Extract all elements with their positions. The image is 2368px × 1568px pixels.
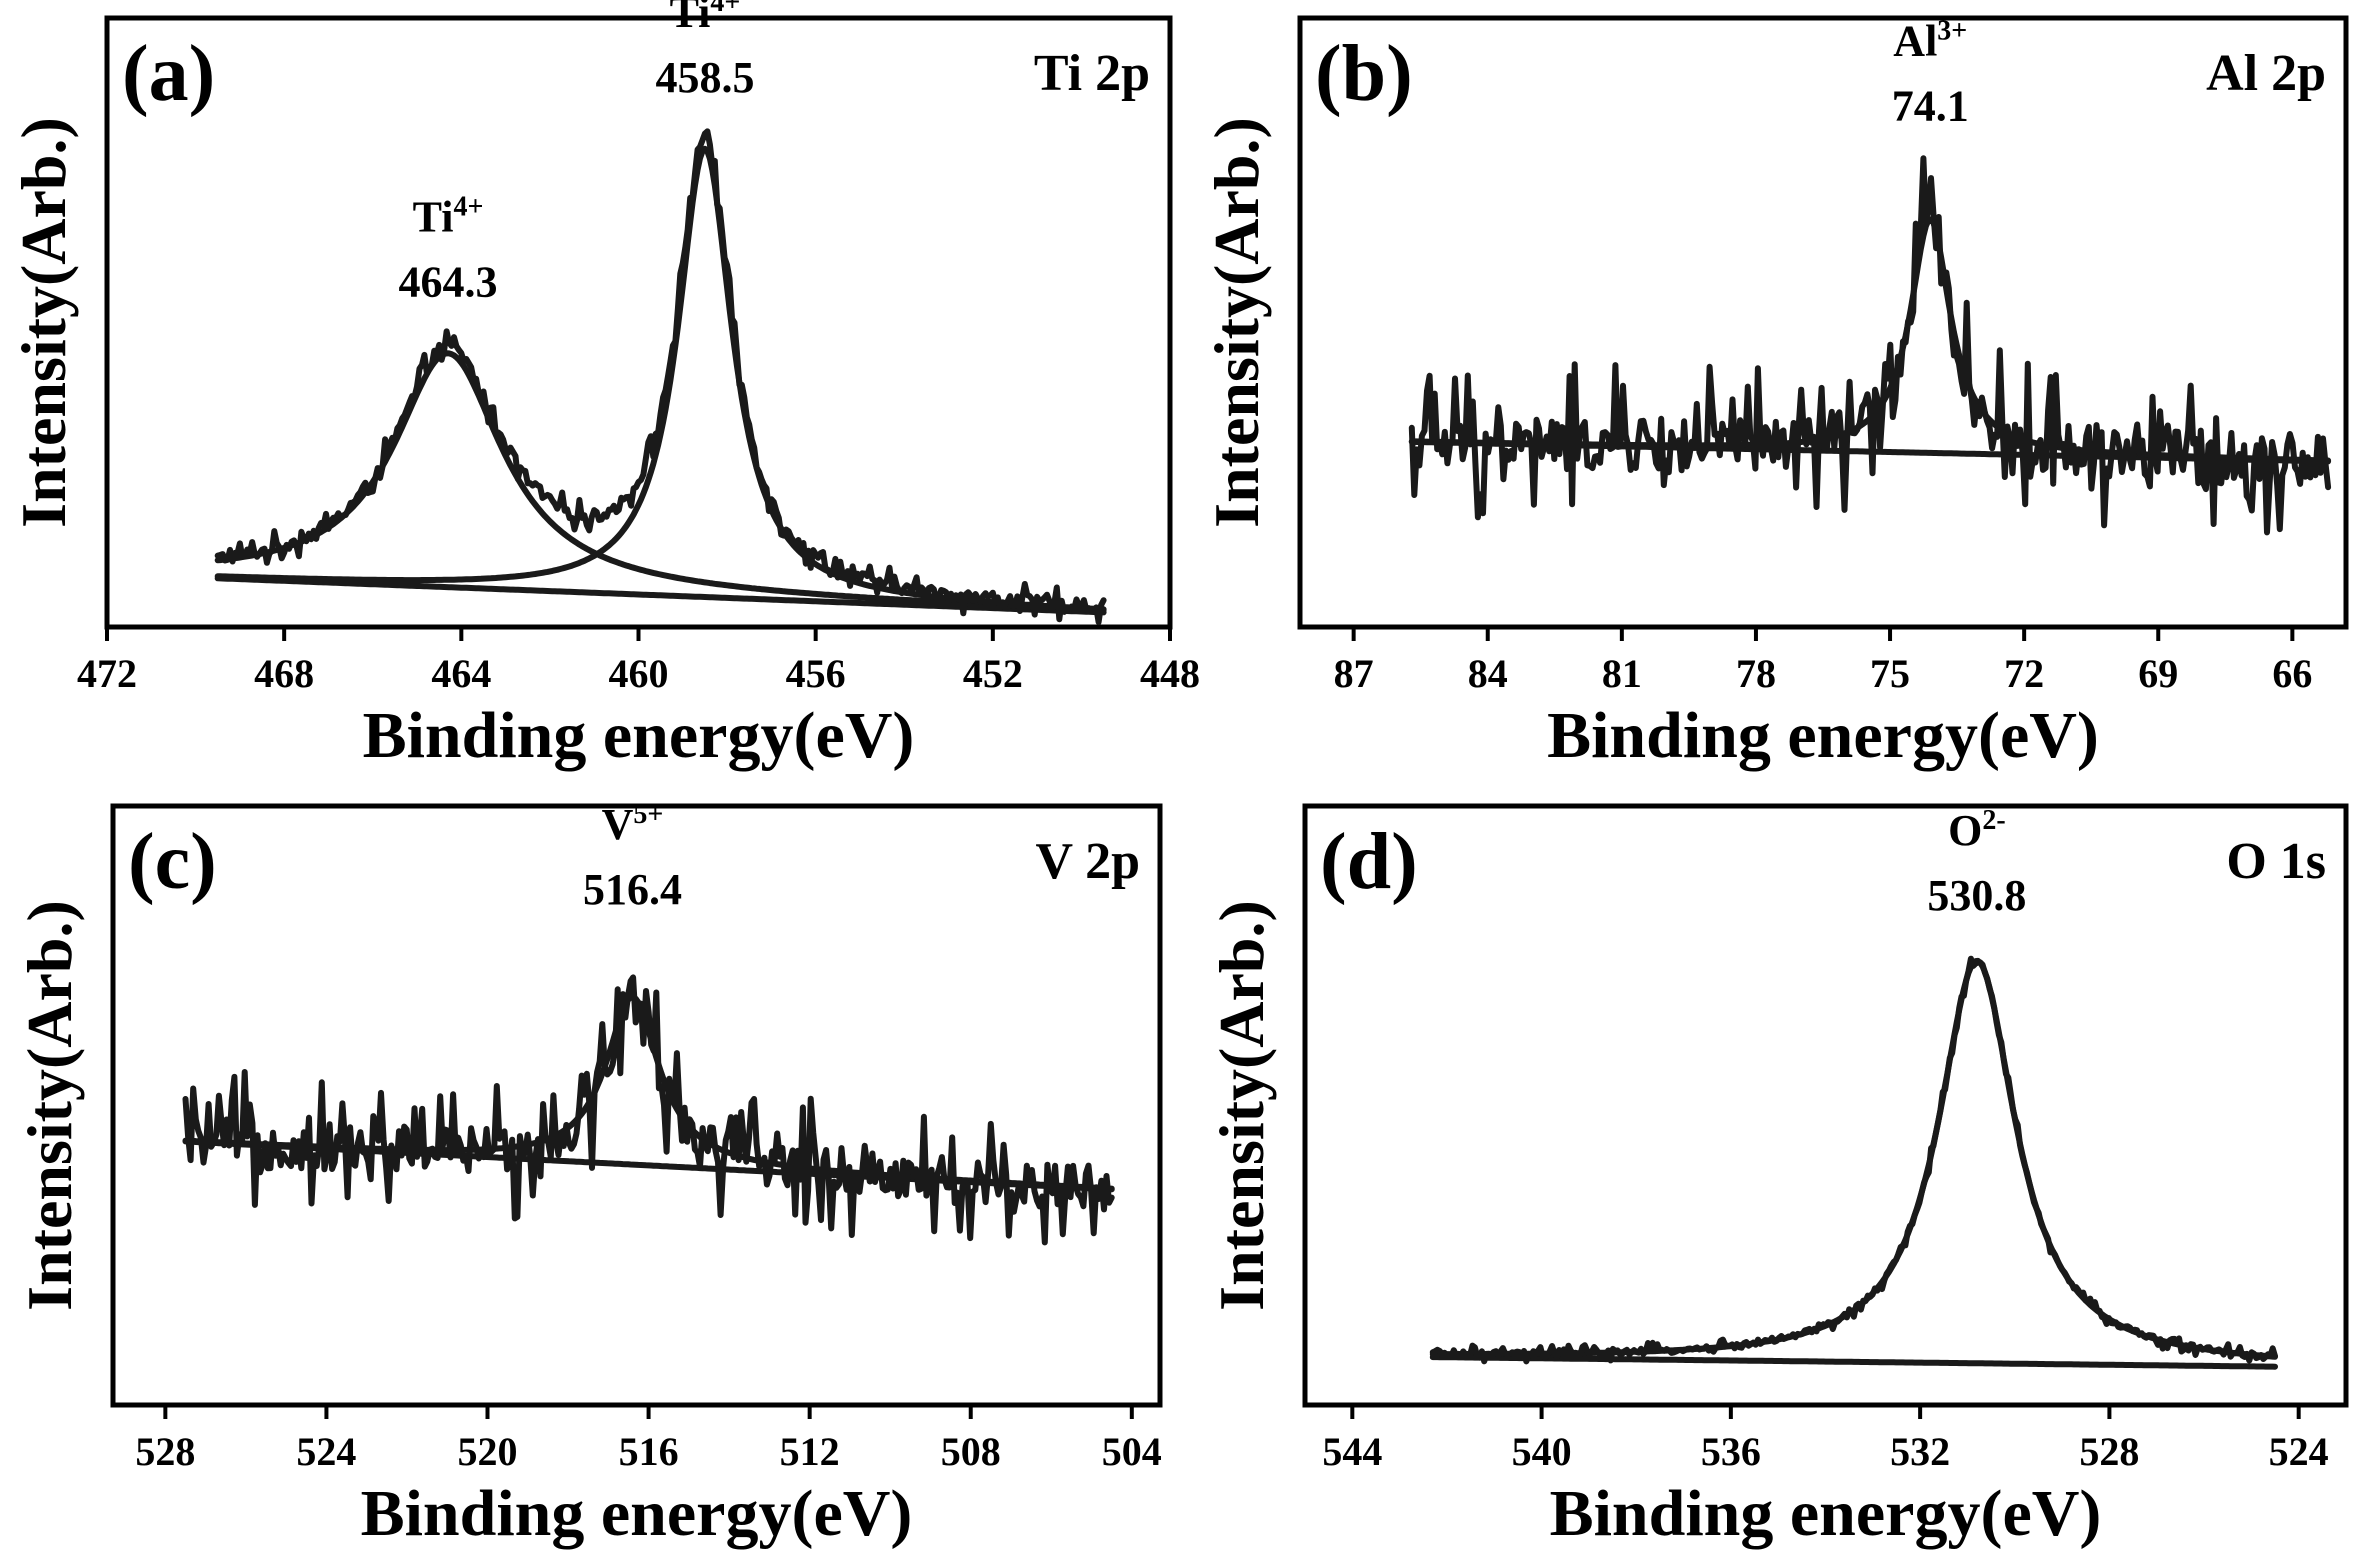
x-axis-label: Binding energy(eV) [1547, 699, 2099, 772]
element-label: V 2p [1035, 833, 1140, 890]
raw-spectrum-curve [214, 128, 1107, 626]
peak-ion-label: Ti4+ [413, 192, 484, 242]
x-tick-label: 75 [1870, 651, 1910, 696]
x-tick-label: 448 [1140, 651, 1200, 696]
x-tick-label: 520 [458, 1429, 518, 1474]
x-tick-label: 84 [1468, 651, 1508, 696]
raw-spectrum-curve [182, 974, 1115, 1246]
element-label: O 1s [2226, 833, 2326, 890]
x-axis-label: Binding energy(eV) [361, 1477, 913, 1550]
x-tick-label: 508 [941, 1429, 1001, 1474]
fitted-peak-curve [214, 350, 1107, 613]
baseline-curve [214, 575, 1107, 616]
baseline-curve [1429, 1354, 2278, 1370]
peak-value-label: 516.4 [583, 865, 682, 914]
y-axis-label: Intensity(Arb.) [1206, 900, 1277, 1311]
x-tick-label: 87 [1334, 651, 1374, 696]
fitted-peak-curve [1429, 957, 2278, 1360]
peak-value-label: 74.1 [1892, 81, 1969, 130]
x-tick-label: 78 [1736, 651, 1776, 696]
x-tick-label: 468 [254, 651, 314, 696]
panel-label: (c) [128, 818, 217, 906]
x-tick-label: 532 [1890, 1429, 1950, 1474]
x-tick-label: 516 [619, 1429, 679, 1474]
panel-label: (d) [1320, 818, 1418, 906]
x-tick-label: 524 [2269, 1429, 2329, 1474]
element-label: Al 2p [2206, 45, 2326, 102]
panel-a: 472 468 464 460 456 452 448 Binding energy(eV) I… [8, 0, 1200, 772]
x-tick-label: 452 [963, 651, 1023, 696]
peak-value-label: 458.5 [655, 53, 754, 102]
y-axis-label: Intensity(Arb.) [1201, 117, 1272, 528]
panel-d: 544 540 536 532 528 524 Binding energy(eV) Inte… [1206, 803, 2349, 1550]
x-tick-label: 524 [296, 1429, 356, 1474]
x-tick-label: 528 [2079, 1429, 2139, 1474]
panel-label: (b) [1315, 30, 1413, 118]
plot-frame [110, 803, 1163, 1408]
x-tick-label: 464 [431, 651, 491, 696]
x-tick-label: 472 [77, 651, 137, 696]
x-axis-label: Binding energy(eV) [1550, 1477, 2102, 1550]
raw-spectrum-curve [1429, 955, 2278, 1365]
element-label: Ti 2p [1034, 45, 1150, 102]
y-axis-label: Intensity(Arb.) [8, 117, 79, 528]
x-tick-label: 460 [609, 651, 669, 696]
x-tick-label: 69 [2138, 651, 2178, 696]
plot-frame [104, 15, 1173, 630]
panel-c: 528 524 520 516 512 508 504 Binding energy(eV) I… [14, 799, 1163, 1550]
x-tick-label: 536 [1701, 1429, 1761, 1474]
x-tick-label: 81 [1602, 651, 1642, 696]
peak-value-label: 530.8 [1927, 871, 2026, 920]
x-tick-label: 540 [1512, 1429, 1572, 1474]
plot-frame [1302, 803, 2349, 1408]
peak-ion-label: Al3+ [1893, 15, 1967, 65]
x-tick-label: 72 [2004, 651, 2044, 696]
raw-spectrum-curve [1408, 155, 2332, 536]
x-tick-label: 528 [135, 1429, 195, 1474]
x-tick-label: 66 [2272, 651, 2312, 696]
peak-ion-label: Ti4+ [670, 0, 741, 37]
x-axis-label: Binding energy(eV) [363, 699, 915, 772]
x-tick-label: 456 [786, 651, 846, 696]
peak-ion-label: O2- [1948, 805, 2006, 855]
x-tick-label: 512 [780, 1429, 840, 1474]
fitted-peak-curve [214, 145, 1107, 613]
peak-ion-label: V5+ [602, 799, 664, 849]
peak-value-label: 464.3 [399, 258, 498, 307]
panel-b: 87 84 81 78 75 72 69 66 Binding energy(eV) Intens… [1201, 15, 2349, 772]
x-tick-label: 504 [1102, 1429, 1162, 1474]
panel-label: (a) [122, 30, 215, 118]
x-tick-label: 544 [1322, 1429, 1382, 1474]
plot-frame [1297, 15, 2349, 630]
y-axis-label: Intensity(Arb.) [14, 900, 85, 1311]
